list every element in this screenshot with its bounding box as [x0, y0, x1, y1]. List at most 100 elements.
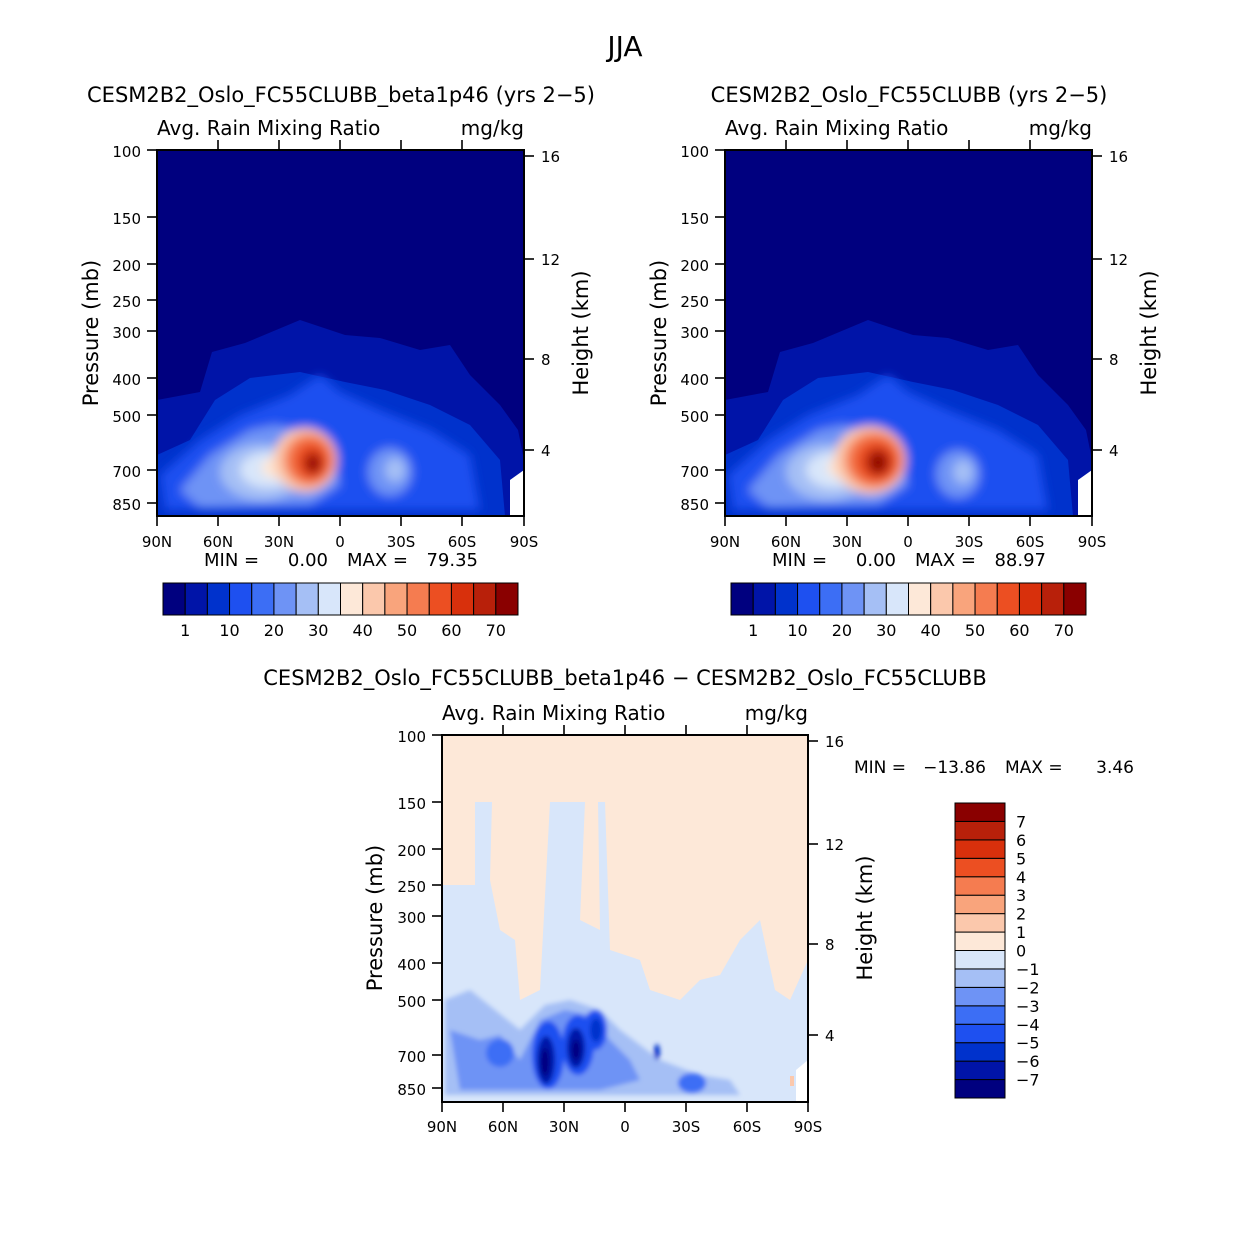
contour-level-7 — [385, 458, 405, 482]
colorbar-label: 50 — [397, 621, 417, 640]
colorbar-label: 40 — [353, 621, 373, 640]
height-axis: 16 12 8 4 — [808, 733, 844, 1045]
colorbar-label: 20 — [264, 621, 284, 640]
pressure-axis: 100 150 200 250 300 400 500 700 850 — [680, 143, 725, 514]
panel-difference: CESM2B2_Oslo_FC55CLUBB_beta1p46 − CESM2B… — [263, 666, 1134, 1136]
colorbar-swatch — [162, 582, 186, 616]
colorbar-swatch — [473, 582, 497, 616]
colorbar-label: −3 — [1016, 997, 1040, 1016]
min-value: 0.00 — [288, 550, 328, 571]
pressure-tick-label: 400 — [112, 371, 141, 389]
colorbar-swatch — [819, 582, 843, 616]
colorbar-swatch — [251, 582, 275, 616]
colorbar-label: 4 — [1016, 868, 1026, 887]
height-axis: 16 12 8 4 — [1092, 148, 1128, 460]
colorbar-swatch — [428, 582, 452, 616]
lat-tick-label: 30S — [387, 533, 416, 551]
colorbar-swatch — [752, 582, 776, 616]
colorbar-swatch — [317, 582, 341, 616]
colorbar-label: 1 — [180, 621, 190, 640]
contour-field — [725, 150, 1092, 516]
min-label: MIN = — [854, 758, 906, 778]
units-label: mg/kg — [461, 116, 524, 140]
contour-core-5 — [308, 457, 318, 471]
pressure-axis-label: Pressure (mb) — [79, 260, 103, 407]
colorbar-label: 0 — [1016, 942, 1026, 961]
lat-tick-label: 60N — [488, 1118, 518, 1136]
latitude-axis: 90N 60N 30N 0 30S 60S 90S — [427, 725, 822, 1136]
colorbar-label: −1 — [1016, 960, 1040, 979]
case-title: CESM2B2_Oslo_FC55CLUBB (yrs 2−5) — [711, 83, 1108, 108]
units-label: mg/kg — [745, 701, 808, 725]
colorbar-label: 1 — [748, 621, 758, 640]
colorbar-swatch — [863, 582, 887, 616]
contour-positive-1 — [790, 1076, 794, 1086]
contour-level-m7 — [541, 1048, 549, 1076]
height-axis-label: Height (km) — [1137, 270, 1161, 395]
pressure-tick-label: 100 — [397, 728, 426, 746]
lat-tick-label: 30N — [549, 1118, 579, 1136]
pressure-tick-label: 400 — [397, 956, 426, 974]
lat-tick-label: 90S — [1078, 533, 1107, 551]
case-title: CESM2B2_Oslo_FC55CLUBB_beta1p46 − CESM2B… — [263, 666, 986, 691]
colorbar-swatch — [841, 582, 865, 616]
pressure-tick-label: 300 — [680, 324, 709, 342]
colorbar-swatch — [885, 582, 909, 616]
latitude-axis: 90N 60N 30N 0 30S 60S 90S — [710, 140, 1106, 551]
lat-tick-label: 90S — [794, 1118, 823, 1136]
colorbar-swatch — [340, 582, 364, 616]
height-tick-label: 8 — [825, 936, 835, 954]
panel-model: CESM2B2_Oslo_FC55CLUBB_beta1p46 (yrs 2−5… — [79, 83, 595, 640]
height-tick-label: 4 — [541, 442, 551, 460]
pressure-tick-label: 200 — [397, 842, 426, 860]
min-label: MIN = — [204, 550, 259, 571]
case-title: CESM2B2_Oslo_FC55CLUBB_beta1p46 (yrs 2−5… — [87, 83, 595, 108]
pressure-tick-label: 200 — [680, 257, 709, 275]
colorbar-label: −7 — [1016, 1071, 1040, 1090]
pressure-tick-label: 150 — [112, 210, 141, 228]
contour-level-m5 — [654, 1044, 660, 1060]
min-value: −13.86 — [923, 758, 986, 778]
contour-level-m5 — [590, 1018, 602, 1042]
height-tick-label: 8 — [541, 351, 551, 369]
colorbar-swatch — [495, 582, 519, 616]
lat-tick-label: 30S — [672, 1118, 701, 1136]
contour-ground-mask — [510, 470, 524, 516]
colorbar-swatch — [206, 582, 231, 616]
colorbar-label: 10 — [787, 621, 807, 640]
pressure-tick-label: 250 — [397, 878, 426, 896]
colorbar-swatch — [954, 931, 1006, 951]
height-axis: 16 12 8 4 — [524, 148, 560, 460]
lat-tick-label: 90N — [710, 533, 740, 551]
max-label: MAX = — [347, 550, 408, 571]
pressure-tick-label: 700 — [397, 1048, 426, 1066]
height-tick-label: 12 — [1109, 251, 1128, 269]
max-value: 3.46 — [1096, 758, 1134, 778]
pressure-tick-label: 700 — [112, 463, 141, 481]
pressure-tick-label: 400 — [680, 371, 709, 389]
height-axis-label: Height (km) — [569, 270, 593, 395]
colorbar-swatch — [730, 582, 754, 616]
height-tick-label: 16 — [1109, 148, 1128, 166]
contour-ground-mask — [796, 1060, 808, 1102]
colorbar-label: 7 — [1016, 812, 1026, 831]
pressure-tick-label: 300 — [397, 909, 426, 927]
min-label: MIN = — [772, 550, 827, 571]
max-value: 79.35 — [426, 550, 478, 571]
colorbar-swatch — [1063, 582, 1087, 616]
pressure-tick-label: 250 — [680, 293, 709, 311]
colorbar-swatch — [450, 582, 475, 616]
colorbar-label: 40 — [921, 621, 941, 640]
colorbar-swatch — [954, 1042, 1006, 1062]
height-tick-label: 12 — [541, 251, 560, 269]
height-tick-label: 4 — [1109, 442, 1119, 460]
colorbar-swatch — [229, 582, 253, 616]
colorbar-label: 30 — [308, 621, 328, 640]
colorbar-model: 1 10 20 30 40 50 60 70 — [162, 582, 519, 640]
lat-tick-label: 90N — [142, 533, 172, 551]
colorbar-swatch — [1018, 582, 1043, 616]
variable-label: Avg. Rain Mixing Ratio — [157, 116, 380, 140]
pressure-tick-label: 700 — [680, 463, 709, 481]
pressure-tick-label: 100 — [112, 143, 141, 161]
height-tick-label: 12 — [825, 836, 844, 854]
